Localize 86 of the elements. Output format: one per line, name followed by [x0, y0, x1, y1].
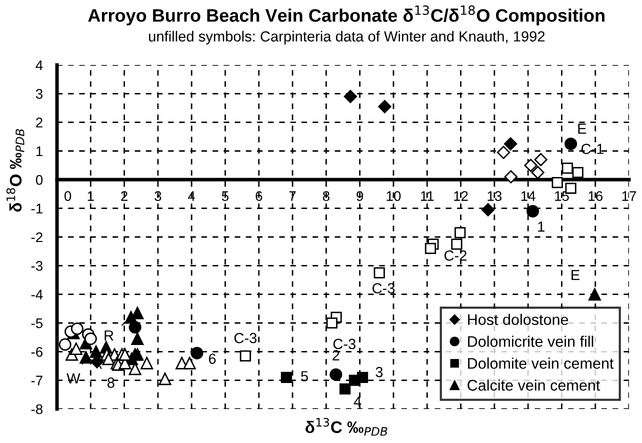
x-tick-label: 2 [121, 191, 128, 201]
annotation: E [578, 124, 586, 134]
point [326, 317, 338, 329]
legend-label: Dolomicrite vein fill [468, 336, 594, 347]
point [90, 345, 102, 358]
legend-label: Host dolostone [468, 314, 568, 326]
point [84, 332, 97, 346]
point [496, 146, 510, 160]
y-tick-label: -8 [31, 404, 43, 414]
point [531, 166, 544, 180]
point [356, 372, 368, 384]
x-tick-label: 11 [420, 191, 434, 201]
annotation: C-3 [333, 338, 356, 350]
point [330, 368, 342, 381]
annotation: C-3 [234, 332, 257, 344]
y-tick-label: -3 [31, 261, 42, 271]
point [70, 342, 82, 356]
point [102, 352, 115, 366]
point [190, 346, 204, 360]
y-tick-label: 3 [36, 89, 42, 99]
point [131, 332, 144, 346]
y-tick-label: -7 [31, 376, 42, 386]
annotation: C-2 [444, 250, 466, 261]
annotation: C-1 [581, 144, 604, 154]
y-tick-label: 1 [36, 146, 42, 156]
point [424, 242, 436, 254]
x-tick-label: 16 [588, 191, 602, 201]
point [140, 356, 154, 370]
y-tick-label: -4 [31, 290, 43, 300]
chart-subtitle: unfilled symbols: Carpinteria data of Winter and Knauth, 1992 [149, 30, 545, 44]
chart-title: Arroyo Burro Beach Vein Carbonate δ$^{13}$C/δ$^{18}$O Composition [88, 5, 604, 26]
x-tick-label: 17 [622, 191, 636, 201]
point [454, 227, 466, 238]
annotation: 3 [376, 366, 383, 378]
y-tick-label: -5 [31, 318, 43, 328]
x-tick-label: 12 [454, 191, 468, 201]
y-tick-label: -6 [31, 347, 42, 357]
point [344, 90, 357, 104]
point [562, 162, 573, 174]
legend-label: Calcite vein cement [468, 379, 600, 391]
y-tick-label: 2 [36, 118, 42, 128]
x-tick-label: 9 [356, 191, 364, 201]
point [504, 137, 518, 150]
x-tick-label: 0 [64, 191, 72, 201]
annotation: E [572, 270, 580, 280]
point [339, 383, 351, 394]
point [378, 100, 392, 114]
y-tick-label: -1 [31, 204, 42, 214]
point [183, 356, 196, 370]
annotation: 8 [108, 378, 114, 388]
annotation: 4 [354, 396, 362, 407]
point [374, 267, 385, 278]
annotation: 1 [538, 222, 544, 232]
x-axis-title: δ$^{13}$C ‰$_{PDB}$ [306, 418, 388, 436]
point [504, 170, 518, 184]
x-tick-label: 5 [222, 191, 229, 201]
point [80, 351, 92, 364]
point [572, 166, 584, 178]
x-tick-label: 6 [256, 191, 262, 201]
point [524, 158, 538, 172]
y-axis-title: δ$^{18}$O ‰$_{PDB}$ [6, 129, 24, 212]
point [481, 203, 495, 216]
point [58, 338, 72, 351]
annotation: W [66, 373, 80, 384]
annotation: C-3 [372, 283, 395, 294]
annotation: R [104, 330, 114, 340]
point [534, 153, 548, 166]
x-tick-label: 8 [322, 191, 330, 201]
x-tick-label: 14 [521, 191, 536, 201]
x-tick-label: 13 [488, 191, 502, 201]
annotation: 6 [208, 354, 216, 364]
point [564, 138, 578, 150]
point [240, 350, 251, 362]
point [70, 322, 84, 335]
legend-label: Dolomite vein cement [468, 358, 614, 369]
point [158, 372, 172, 386]
point [451, 238, 462, 250]
point [552, 176, 563, 188]
y-tick-label: -2 [31, 232, 42, 242]
y-tick-label: 4 [36, 60, 43, 70]
point [526, 204, 540, 218]
y-tick-label: 0 [36, 175, 43, 185]
point [280, 372, 292, 384]
x-tick-label: 3 [154, 191, 162, 201]
point [588, 288, 601, 301]
x-tick-label: 10 [386, 191, 401, 201]
